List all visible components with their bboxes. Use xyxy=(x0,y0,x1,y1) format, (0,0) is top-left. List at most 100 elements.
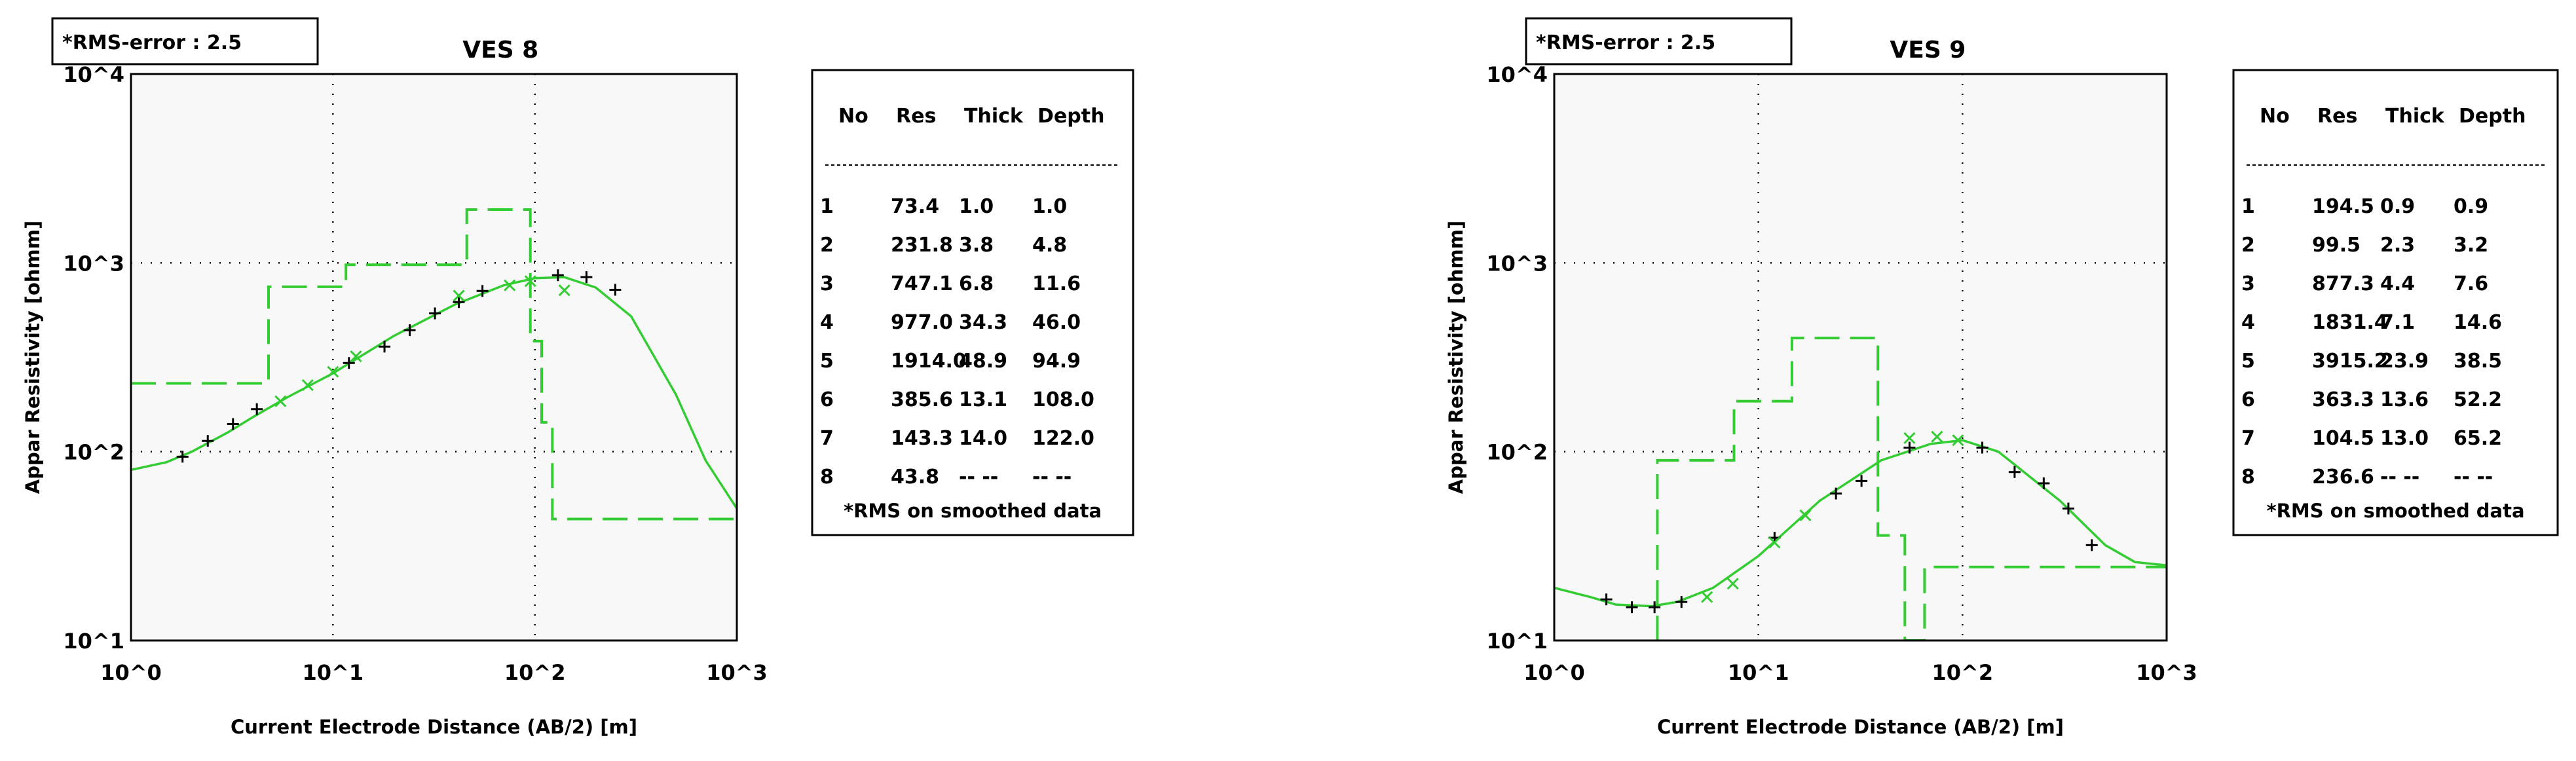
table-cell: 94.9 xyxy=(1032,350,1081,373)
table-cell: 3.2 xyxy=(2454,234,2488,257)
table-cell: 6.8 xyxy=(959,272,994,295)
table-cell: 2 xyxy=(2241,234,2255,257)
table-frame xyxy=(811,69,1134,536)
observed-point xyxy=(2038,477,2050,489)
table-cell: 2 xyxy=(820,234,834,257)
observed-point xyxy=(429,307,441,320)
x-tick-label: 10^1 xyxy=(1728,660,1789,685)
observed-point xyxy=(1903,441,1916,454)
smoothed-point xyxy=(1931,430,1943,443)
y-tick-label: 10^1 xyxy=(1486,629,1548,654)
table-cell: 7 xyxy=(820,427,834,450)
rms-label: *RMS-error : 2.5 xyxy=(62,31,242,54)
table-cell: 1 xyxy=(820,195,834,218)
y-tick-label: 10^1 xyxy=(63,629,124,654)
table-cell: 3 xyxy=(820,272,834,295)
table-cell: 13.0 xyxy=(2380,427,2429,450)
model-layer-series xyxy=(1656,337,2167,640)
table-cell: 1.0 xyxy=(1032,195,1067,218)
rms-box xyxy=(51,17,319,65)
table-header: Depth xyxy=(1037,105,1104,128)
table-cell: 194.5 xyxy=(2312,195,2374,218)
observed-point xyxy=(251,403,263,415)
observed-point xyxy=(1830,487,1842,500)
smoothed-point xyxy=(453,289,465,302)
plot-area xyxy=(131,74,737,640)
table-cell: 4 xyxy=(820,311,834,334)
table-cell: 7 xyxy=(2241,427,2255,450)
plot-area xyxy=(1554,74,2167,640)
smoothed-point xyxy=(1701,591,1713,603)
chart-title: VES 9 xyxy=(1890,37,1966,64)
table-footer: *RMS on smoothed data xyxy=(2266,500,2524,522)
smoothed-point xyxy=(1768,536,1781,549)
table-cell: 4.4 xyxy=(2380,272,2415,295)
table-header: Res xyxy=(2317,105,2357,128)
table-cell: 43.8 xyxy=(891,466,939,489)
smoothed-point xyxy=(274,395,287,407)
table-cell: 747.1 xyxy=(891,272,953,295)
x-tick-label: 10^1 xyxy=(303,660,364,685)
smoothed-point xyxy=(350,350,362,363)
rms-box xyxy=(1525,17,1793,65)
table-cell: 46.0 xyxy=(1032,311,1081,334)
table-cell: 7.1 xyxy=(2380,311,2415,334)
x-axis-label: Current Electrode Distance (AB/2) [m] xyxy=(231,716,637,738)
smoothed-point xyxy=(524,275,536,288)
observed-point xyxy=(453,296,465,308)
chart-2: VES 9 *RMS-error : 2.5 10^0 10^1 10^2 10^3 10^… xyxy=(1445,17,2559,738)
smoothed-point xyxy=(1952,434,1964,447)
y-tick-label: 10^3 xyxy=(1486,251,1548,276)
table-cell: 0.9 xyxy=(2454,195,2488,218)
observed-point xyxy=(1649,601,1661,614)
table-cell: -- -- xyxy=(1032,466,1072,489)
chart-1: VES 8 *RMS-error : 2.5 10^0 10^1 10^2 10^3 10^… xyxy=(22,17,1134,738)
observed-point xyxy=(1976,441,1988,454)
smoothed-point xyxy=(1799,509,1812,521)
table-cell: 14.6 xyxy=(2454,311,2502,334)
x-tick-label: 10^3 xyxy=(2136,660,2197,685)
table-header: No xyxy=(2260,105,2290,128)
observed-point xyxy=(1600,593,1613,606)
smoothed-point xyxy=(301,379,314,392)
table-cell: 363.3 xyxy=(2312,388,2374,411)
y-tick-label: 10^2 xyxy=(1486,440,1548,465)
table-cell: 1831.4 xyxy=(2312,311,2388,334)
y-tick-label: 10^4 xyxy=(63,62,124,87)
table-cell: 385.6 xyxy=(891,388,953,411)
observed-point xyxy=(343,357,355,369)
observed-point xyxy=(227,418,239,430)
table-cell: 877.3 xyxy=(2312,272,2374,295)
table-cell: 65.2 xyxy=(2454,427,2502,450)
observed-point xyxy=(202,435,214,447)
table-cell: 0.9 xyxy=(2380,195,2415,218)
table-cell: 5 xyxy=(820,350,834,373)
table-cell: 38.5 xyxy=(2454,350,2502,373)
table-cell: 48.9 xyxy=(959,350,1007,373)
table-cell: -- -- xyxy=(959,466,998,489)
table-cell: 23.9 xyxy=(2380,350,2429,373)
table-cell: 2.3 xyxy=(2380,234,2415,257)
layer-table: No Res Thick Depth 1 73.4 1.0 1.0 2 231.8 3.8 4.8 3 7… xyxy=(811,69,1134,536)
table-cell: -- -- xyxy=(2454,466,2493,489)
table-cell: 8 xyxy=(2241,466,2255,489)
table-header: No xyxy=(838,105,868,128)
table-cell: 1914.0 xyxy=(891,350,967,373)
observed-point xyxy=(2062,502,2074,515)
table-cell: 13.1 xyxy=(959,388,1007,411)
observed-point xyxy=(2085,539,2098,551)
observed-point xyxy=(1675,596,1688,608)
smoothed-point xyxy=(504,279,516,291)
table-cell: 4.8 xyxy=(1032,234,1067,257)
table-cell: 104.5 xyxy=(2312,427,2374,450)
table-header: Thick xyxy=(2385,105,2445,128)
table-cell: 3.8 xyxy=(959,234,994,257)
table-cell: 143.3 xyxy=(891,427,953,450)
smoothed-point xyxy=(327,365,339,378)
smoothed-point xyxy=(1903,432,1916,445)
observed-point xyxy=(176,451,189,463)
table-cell: 11.6 xyxy=(1032,272,1081,295)
table-cell: 73.4 xyxy=(891,195,939,218)
